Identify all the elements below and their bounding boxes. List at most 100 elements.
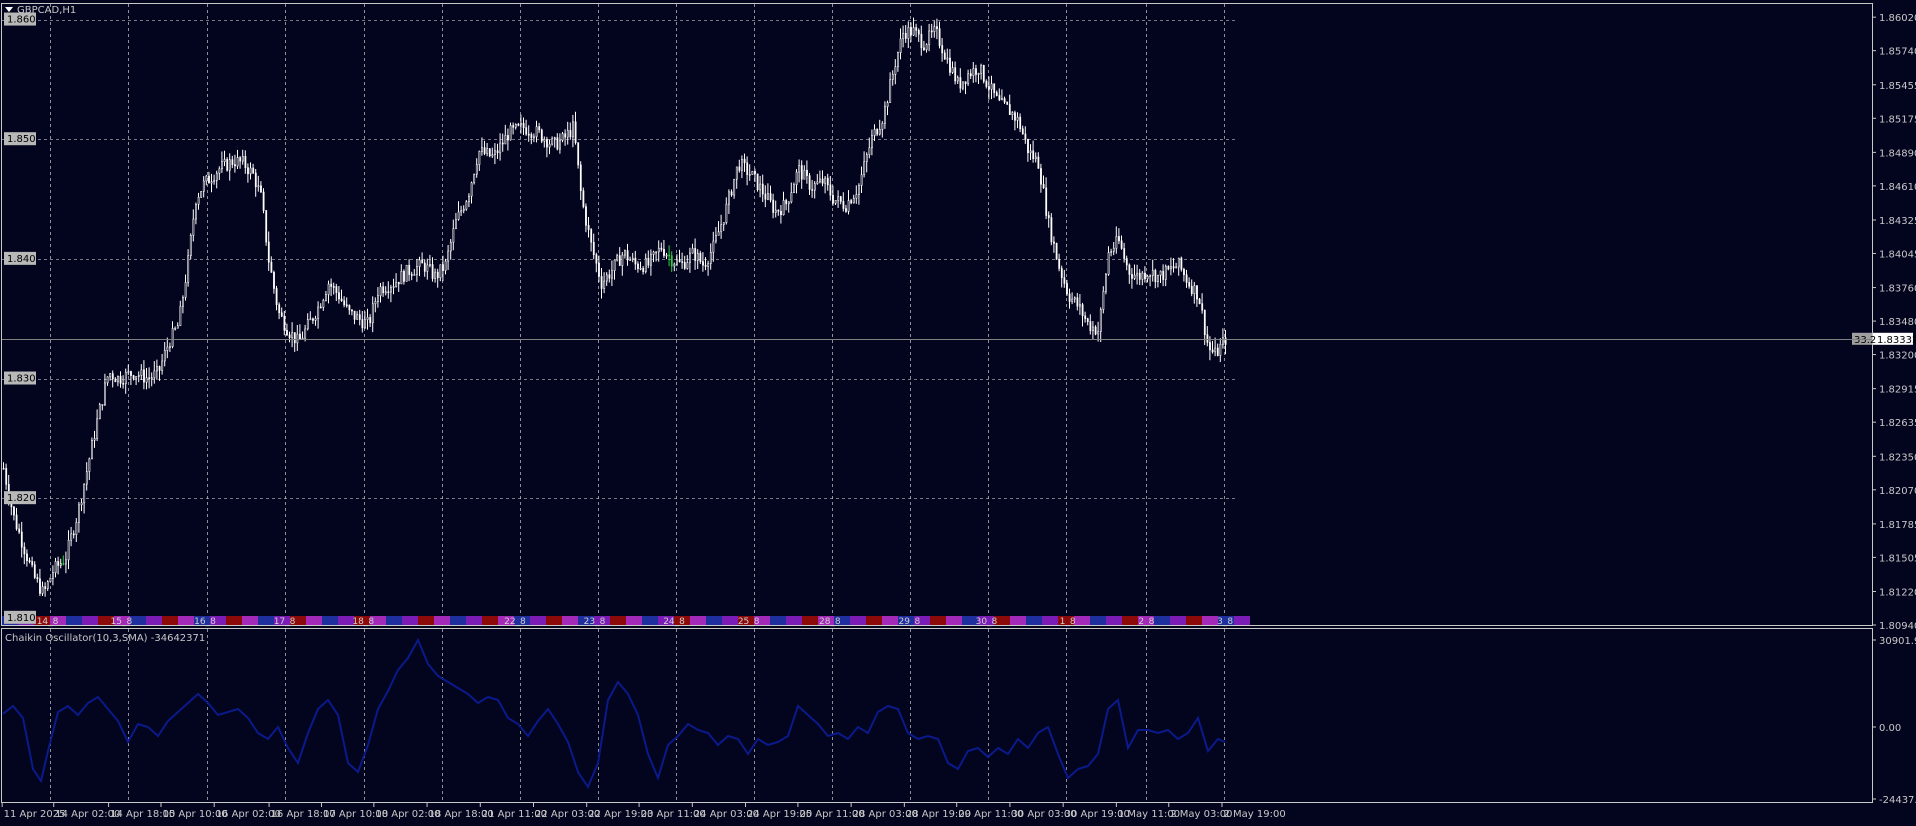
candle-body xyxy=(639,268,642,270)
candle-body xyxy=(1060,268,1063,279)
candle-body xyxy=(1141,272,1144,280)
candle-body xyxy=(795,171,798,186)
candle-body xyxy=(699,252,702,262)
candle-body xyxy=(1222,337,1224,345)
time-tick-label: 25 Apr 11:00 xyxy=(799,809,864,820)
candle-body xyxy=(231,159,234,165)
candle-body xyxy=(470,182,473,197)
candle-body xyxy=(1206,334,1209,343)
candle-body xyxy=(613,259,616,271)
day-strip-segment xyxy=(1026,616,1042,625)
day-strip-segment xyxy=(386,616,402,625)
left-level-label-box xyxy=(4,491,36,505)
day-strip-segment xyxy=(34,616,50,625)
candle-body xyxy=(353,310,356,320)
candle-body xyxy=(1105,273,1107,292)
triangle-down-icon[interactable] xyxy=(5,7,13,12)
day-strip-label: 1_8 xyxy=(1060,617,1076,627)
candle-body xyxy=(106,376,109,384)
candle-body xyxy=(1099,309,1102,332)
day-strip-segment xyxy=(66,616,82,625)
candle-body xyxy=(941,45,944,54)
candle-body xyxy=(897,52,899,68)
candle-body xyxy=(387,291,390,294)
candle-body xyxy=(1162,270,1165,280)
candle-body xyxy=(478,151,481,165)
price-tick-label: 1.81220 xyxy=(1879,587,1916,598)
candle-body xyxy=(1190,285,1193,294)
candle-body xyxy=(494,150,496,156)
candle-body xyxy=(36,577,39,580)
time-tick-label: 14 Apr 02:00 xyxy=(55,809,120,820)
candle-body xyxy=(119,376,122,384)
day-strip-segment xyxy=(178,616,194,625)
candle-body xyxy=(124,371,127,385)
candle-body xyxy=(764,193,767,200)
candle-body xyxy=(1014,112,1016,121)
candle-body xyxy=(889,79,892,103)
candle-body xyxy=(213,180,216,183)
candle-body xyxy=(52,572,54,579)
candle-body xyxy=(1136,272,1139,276)
candle-body xyxy=(1185,274,1188,283)
time-tick-label: 24 Apr 19:00 xyxy=(747,809,812,820)
candle-body xyxy=(379,286,382,296)
oscillator-panel-frame xyxy=(1,628,1873,803)
day-strip-segment xyxy=(866,616,882,625)
day-strip-segment xyxy=(466,616,482,625)
candle-body xyxy=(1037,156,1040,169)
candle-body xyxy=(236,157,239,167)
candle-body xyxy=(286,329,288,336)
candle-body xyxy=(608,274,611,279)
candle-body xyxy=(930,30,933,33)
candle-body xyxy=(1040,168,1042,185)
candle-body xyxy=(200,191,203,198)
candle-body xyxy=(871,135,873,149)
candle-body xyxy=(382,286,385,294)
candle-body xyxy=(351,309,353,312)
candle-body xyxy=(254,172,257,188)
day-strip-segment xyxy=(146,616,162,625)
candle-body xyxy=(884,106,886,124)
candle-body xyxy=(712,240,715,253)
candle-body xyxy=(189,235,192,256)
candle-body xyxy=(1209,342,1211,351)
candle-body xyxy=(876,129,879,135)
day-strip-label: 22_8 xyxy=(504,617,526,627)
price-tick-label: 1.81785 xyxy=(1879,520,1916,531)
candle-body xyxy=(319,306,322,309)
candle-body xyxy=(260,185,262,193)
candle-body xyxy=(374,301,377,305)
candle-body xyxy=(1146,276,1149,280)
candle-body xyxy=(1133,274,1136,279)
candle-body xyxy=(1115,236,1118,249)
oscillator-series xyxy=(2,637,1226,790)
day-strip-segment xyxy=(770,616,786,625)
candle-body xyxy=(642,268,645,272)
candle-body xyxy=(1029,150,1032,154)
candle-body xyxy=(462,208,465,211)
candle-body xyxy=(299,333,301,340)
candle-body xyxy=(717,231,720,236)
candle-body xyxy=(252,167,255,174)
candle-body xyxy=(1076,297,1079,307)
price-tick-label: 1.80940 xyxy=(1879,621,1916,632)
candle-body xyxy=(176,325,179,329)
candle-body xyxy=(332,286,335,288)
candle-body xyxy=(982,65,985,82)
candle-body xyxy=(652,251,655,255)
day-strip-segment xyxy=(114,616,130,625)
candle-body xyxy=(592,241,595,256)
candle-body xyxy=(949,57,951,73)
candle-body xyxy=(101,404,104,406)
candle-body xyxy=(938,28,941,46)
price-tick-label: 1.83760 xyxy=(1879,284,1916,295)
day-strip-segment xyxy=(930,616,946,625)
candle-body xyxy=(696,252,699,261)
candle-body xyxy=(1131,274,1133,279)
day-strip-label: 30_8 xyxy=(976,617,998,627)
candle-body xyxy=(496,150,499,154)
day-strip-segment xyxy=(562,616,578,625)
candle-body xyxy=(834,199,837,204)
candle-body xyxy=(158,366,161,371)
